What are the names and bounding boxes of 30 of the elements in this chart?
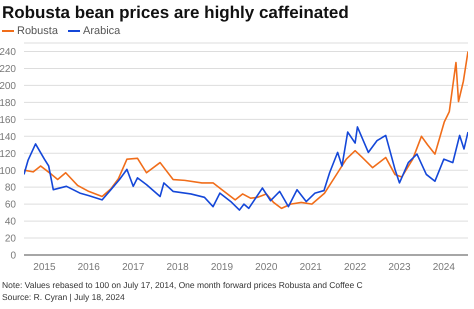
line-series bbox=[24, 126, 468, 211]
x-tick-label: 2020 bbox=[255, 262, 278, 274]
text: Note: Values rebased to 100 on July 17, 2014, One month forward prices Robusta and Coffee C bbox=[2, 279, 364, 291]
source-note: Source: R. Cyran | July 18, 2024 bbox=[2, 291, 126, 303]
x-tick-label: 2016 bbox=[78, 262, 100, 274]
y-tick-label: 80 bbox=[4, 182, 16, 194]
x-tick-label: 2017 bbox=[122, 262, 145, 274]
y-tick-label: 60 bbox=[4, 200, 16, 211]
legend-label: Arabica bbox=[82, 25, 120, 37]
x-tick-label: 2019 bbox=[210, 262, 234, 274]
y-tick-label: 200 bbox=[0, 80, 16, 92]
y-tick-label: 240 bbox=[0, 47, 16, 58]
y-tick-label: 220 bbox=[0, 64, 16, 75]
x-tick-label: 2015 bbox=[33, 262, 56, 274]
x-tick-label: 2022 bbox=[344, 262, 367, 274]
line-series bbox=[24, 50, 468, 210]
legend-label: Robusta bbox=[16, 25, 58, 37]
x-tick-label: 2018 bbox=[166, 262, 190, 274]
y-tick-label: 140 bbox=[0, 132, 16, 143]
y-tick-label: 40 bbox=[4, 216, 16, 228]
y-tick-label: 100 bbox=[0, 166, 16, 177]
x-tick-label: 2021 bbox=[300, 262, 322, 274]
x-tick-label: 2024 bbox=[432, 262, 456, 274]
y-tick-label: 120 bbox=[0, 148, 16, 160]
y-tick-label: 160 bbox=[0, 114, 16, 126]
chart-title: Robusta bean prices are highly caffeinated bbox=[2, 3, 349, 22]
y-tick-label: 20 bbox=[4, 234, 16, 245]
y-tick-label: 180 bbox=[0, 98, 16, 109]
x-tick-label: 2023 bbox=[388, 262, 412, 274]
y-tick-label: 0 bbox=[10, 250, 16, 262]
